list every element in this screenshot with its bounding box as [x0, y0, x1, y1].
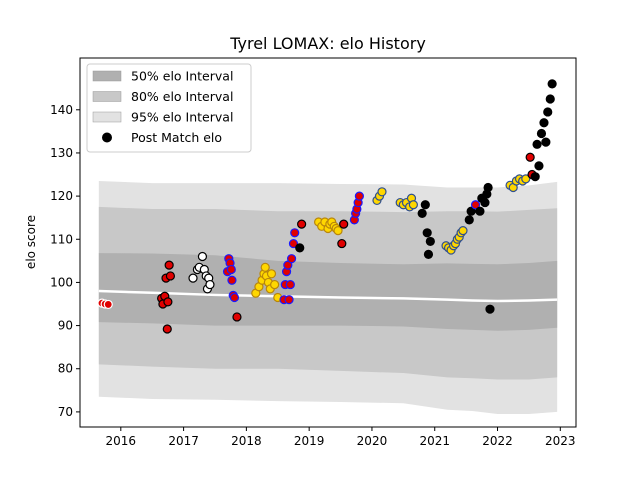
elo-point — [458, 226, 468, 236]
elo-point — [232, 312, 242, 322]
elo-point — [475, 206, 485, 216]
elo-point — [288, 238, 299, 249]
legend-marker — [102, 132, 112, 143]
legend-swatch — [92, 111, 122, 123]
y-tick-label: 120 — [50, 189, 73, 203]
elo-point — [536, 128, 547, 139]
y-tick-label: 80 — [58, 362, 73, 376]
elo-point — [543, 107, 553, 117]
elo-point — [480, 197, 490, 208]
plot-area — [97, 79, 558, 415]
x-tick-label: 2021 — [419, 434, 450, 448]
x-tick-label: 2017 — [168, 434, 199, 448]
elo-point — [485, 304, 495, 314]
elo-point — [286, 254, 297, 264]
elo-point — [464, 215, 474, 225]
elo-point — [534, 161, 544, 171]
legend-label: 80% elo Interval — [131, 89, 233, 104]
legend-frame — [86, 63, 252, 153]
chart-title: Tyrel LOMAX: elo History — [229, 34, 426, 53]
elo-point — [422, 228, 432, 238]
y-tick-label: 140 — [50, 103, 73, 117]
legend-label: Post Match elo — [131, 130, 222, 145]
elo-point — [425, 236, 435, 247]
elo-point — [227, 275, 237, 285]
elo-point — [521, 174, 531, 184]
y-tick-label: 130 — [50, 146, 73, 160]
elo-point — [285, 279, 295, 290]
elo-point — [339, 219, 349, 229]
elo-point — [545, 94, 555, 104]
elo-point — [188, 273, 198, 283]
y-axis-label: elo score — [24, 215, 38, 269]
elo-point — [525, 152, 535, 162]
elo-point — [354, 191, 364, 201]
elo-point — [417, 208, 427, 218]
elo-point — [547, 79, 557, 89]
legend-swatch — [92, 91, 122, 102]
y-tick-label: 90 — [58, 319, 73, 333]
elo-point — [165, 271, 176, 281]
y-tick-label: 110 — [50, 232, 73, 246]
elo-point — [270, 279, 280, 290]
elo-point — [530, 172, 540, 182]
elo-point — [266, 269, 277, 279]
elo-point — [290, 228, 300, 238]
elo-point — [297, 219, 307, 229]
band-ci50 — [98, 253, 558, 331]
y-axis: 70 80 90 100 110 120 130 140 — [50, 103, 80, 419]
elo-point — [423, 249, 434, 259]
elo-point — [483, 182, 493, 193]
mean-elo-line — [98, 289, 558, 303]
legend-swatch — [92, 70, 122, 82]
x-tick-label: 2018 — [231, 434, 262, 448]
legend: 50% elo Interval 80% elo Interval 95% elo … — [86, 63, 252, 153]
elo-point — [541, 137, 551, 147]
x-tick-label: 2022 — [482, 434, 513, 448]
elo-point — [539, 118, 549, 128]
elo-point — [377, 187, 387, 197]
elo-point — [466, 206, 476, 216]
plot-frame — [79, 57, 577, 428]
x-tick-label: 2020 — [357, 434, 388, 448]
elo-point — [197, 251, 208, 262]
elo-point — [532, 139, 542, 149]
elo-point — [470, 200, 481, 210]
x-tick-label: 2023 — [545, 434, 576, 448]
x-tick-label: 2019 — [294, 434, 325, 448]
elo-point — [295, 243, 305, 253]
legend-label: 95% elo Interval — [131, 110, 233, 125]
y-tick-label: 70 — [58, 405, 73, 419]
elo-point — [163, 297, 173, 307]
elo-point — [226, 264, 236, 275]
x-tick-label: 2016 — [106, 434, 137, 448]
legend-label: 50% elo Interval — [131, 69, 233, 84]
elo-point — [205, 279, 215, 290]
x-axis: 2016 2017 2018 2019 2020 2021 2022 2023 — [106, 427, 576, 448]
elo-point — [103, 299, 113, 310]
y-tick-label: 100 — [50, 275, 73, 289]
elo-point — [337, 238, 347, 249]
elo-point — [164, 260, 174, 270]
elo-point — [420, 200, 430, 210]
elo-point — [229, 292, 240, 303]
elo-point — [408, 200, 418, 210]
elo-point — [260, 262, 270, 272]
elo-point — [162, 324, 172, 334]
elo-point — [284, 295, 294, 305]
elo-point — [333, 226, 343, 236]
